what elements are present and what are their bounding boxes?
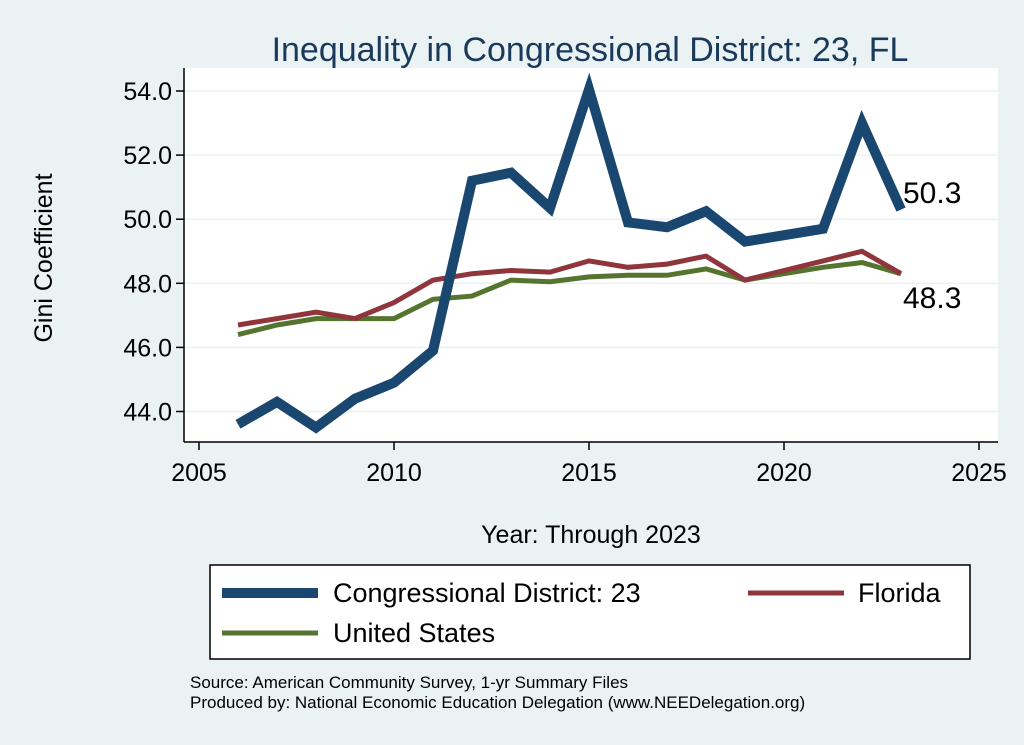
end-label-state: 48.3 <box>903 282 961 315</box>
series-lines <box>235 72 906 434</box>
legend-box <box>209 564 971 660</box>
x-axis-title: Year: Through 2023 <box>481 521 701 549</box>
y-tick-label: 54.0 <box>123 78 172 106</box>
x-tick-label: 2010 <box>366 459 422 487</box>
series-line-florida <box>237 248 903 328</box>
y-tick-label: 52.0 <box>123 142 172 170</box>
legend-label-united-states: United States <box>333 618 495 648</box>
producer-note: Produced by: National Economic Education… <box>190 693 805 712</box>
y-axis-title: Gini Coefficient <box>30 173 58 342</box>
x-axis-ticks: 2005 2010 2015 2020 2025 <box>171 442 1007 487</box>
y-axis-ticks: 44.0 46.0 48.0 50.0 52.0 54.0 <box>123 78 184 427</box>
axes <box>183 68 998 443</box>
chart-title: Inequality in Congressional District: 23… <box>272 31 909 69</box>
plot-area <box>184 68 998 442</box>
source-note: Source: American Community Survey, 1-yr … <box>190 673 628 692</box>
x-tick-label: 2020 <box>756 459 812 487</box>
end-label-district: 50.3 <box>903 177 961 210</box>
legend-label-florida: Florida <box>858 578 942 608</box>
legend-label-district: Congressional District: 23 <box>333 578 641 608</box>
legend: Congressional District: 23 Florida Unite… <box>209 564 971 660</box>
x-tick-label: 2025 <box>951 459 1007 487</box>
x-tick-label: 2015 <box>561 459 617 487</box>
x-tick-label: 2005 <box>171 459 227 487</box>
y-tick-label: 46.0 <box>123 334 172 362</box>
y-tick-label: 50.0 <box>123 206 172 234</box>
series-line-district <box>235 72 906 434</box>
y-tick-label: 44.0 <box>123 399 172 427</box>
y-tick-label: 48.0 <box>123 270 172 298</box>
